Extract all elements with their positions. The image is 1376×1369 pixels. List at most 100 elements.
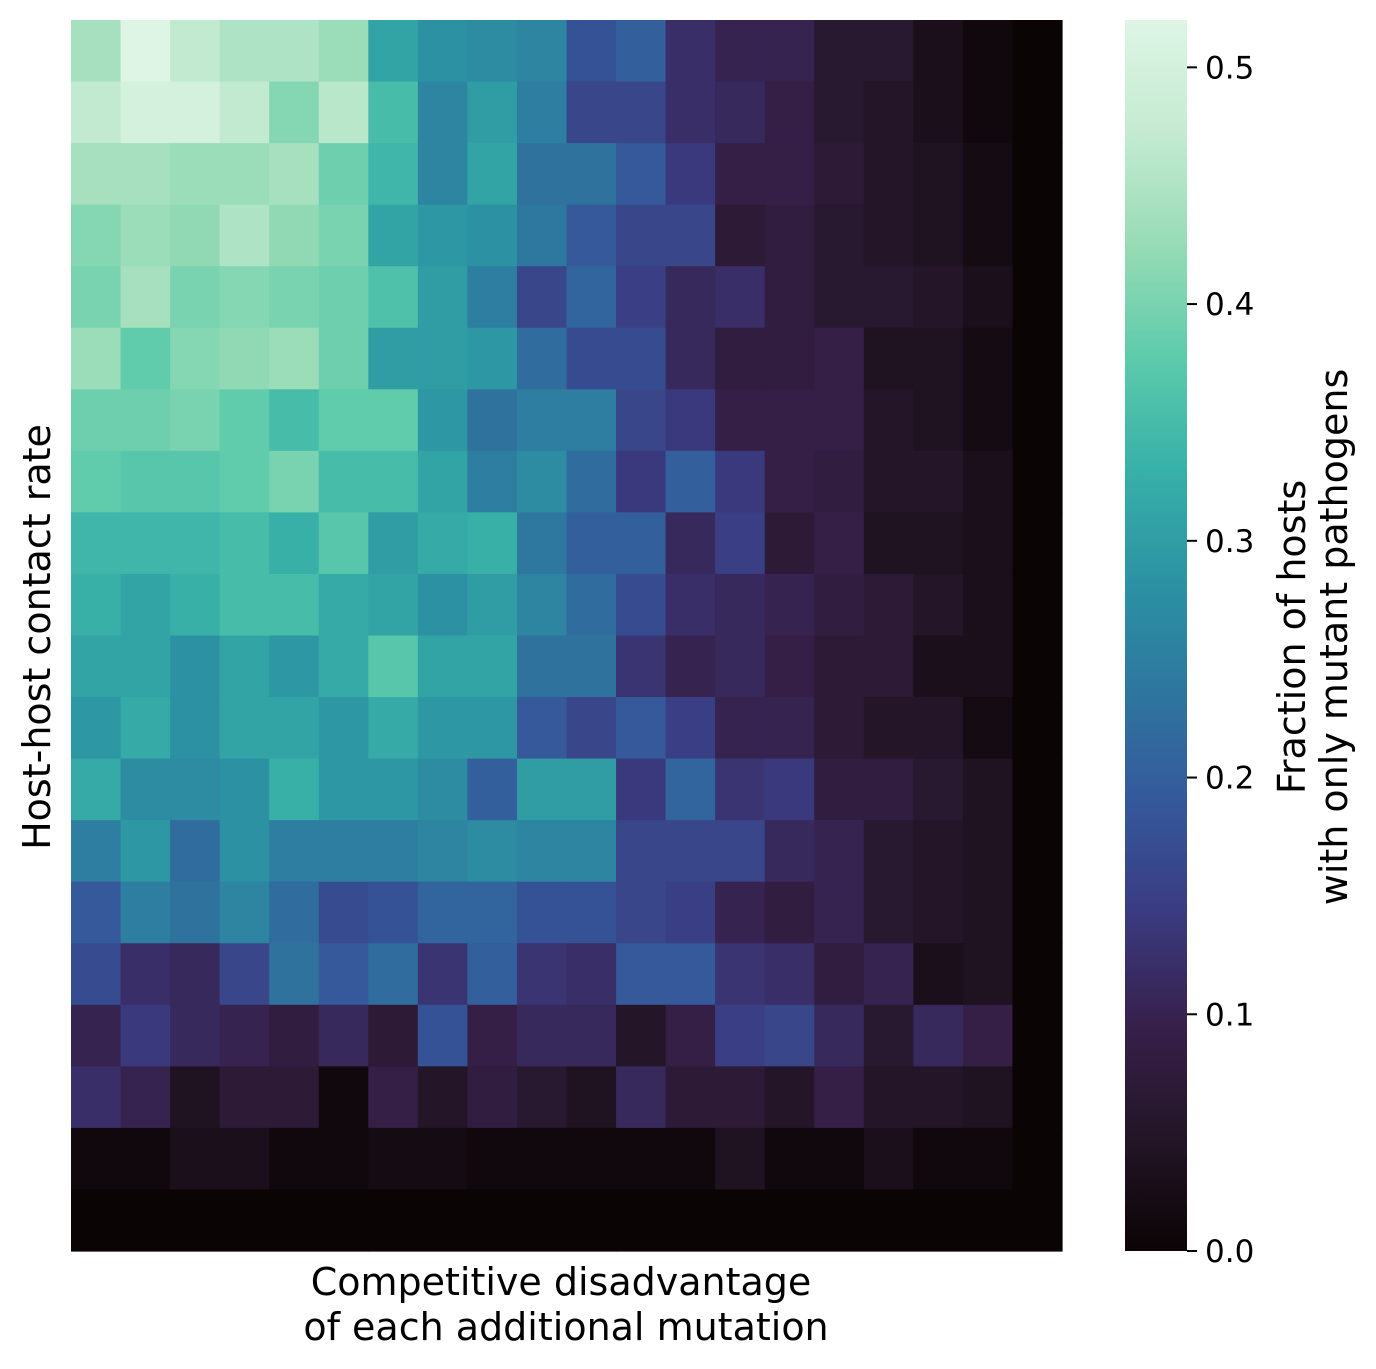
heatmap-cell xyxy=(467,512,518,575)
heatmap-cell xyxy=(814,1189,865,1252)
heatmap-cell xyxy=(170,697,221,760)
x-axis-label-line1: Competitive disadvantage xyxy=(311,1260,812,1304)
heatmap-cell xyxy=(170,820,221,883)
heatmap-cell xyxy=(764,820,815,883)
heatmap-cell xyxy=(764,943,815,1006)
heatmap-cell xyxy=(665,1004,716,1067)
heatmap-cell xyxy=(913,881,964,944)
heatmap-cell xyxy=(71,81,122,144)
heatmap-cell xyxy=(863,635,914,698)
heatmap-cell xyxy=(516,758,568,821)
heatmap-cell xyxy=(814,943,865,1006)
heatmap-cell xyxy=(863,266,914,329)
heatmap-cell xyxy=(566,1127,617,1191)
heatmap-cell xyxy=(665,635,716,698)
heatmap-cell xyxy=(962,1066,1014,1129)
heatmap-cell xyxy=(665,573,716,637)
heatmap-cell xyxy=(120,1127,171,1191)
heatmap-cell xyxy=(764,266,815,329)
heatmap-cell xyxy=(219,327,270,390)
heatmap-cell xyxy=(368,697,419,760)
y-axis-label: Host-host contact rate xyxy=(15,424,59,850)
heatmap-cell xyxy=(170,143,221,206)
heatmap-cell xyxy=(913,1127,964,1191)
heatmap-cell xyxy=(368,573,419,637)
heatmap-cell xyxy=(318,389,369,452)
heatmap-cell xyxy=(962,758,1014,821)
heatmap-cell xyxy=(566,881,617,944)
heatmap-cell xyxy=(269,389,320,452)
heatmap-cell xyxy=(814,881,865,944)
heatmap-cell xyxy=(516,943,568,1006)
heatmap-cell xyxy=(467,81,518,144)
heatmap-cell xyxy=(219,1189,270,1252)
heatmap-cell xyxy=(814,20,865,83)
heatmap-cell xyxy=(516,389,568,452)
heatmap-cell xyxy=(814,327,865,390)
heatmap-cell xyxy=(863,573,914,637)
heatmap-cell xyxy=(764,1189,815,1252)
heatmap-cell xyxy=(665,450,716,513)
colorbar-tick-label: 0.2 xyxy=(1205,761,1254,797)
heatmap-cell xyxy=(962,327,1014,390)
heatmap-cell xyxy=(467,450,518,513)
heatmap-cell xyxy=(715,512,766,575)
heatmap-cell xyxy=(71,573,122,637)
heatmap-cell xyxy=(120,1189,171,1252)
heatmap-cell xyxy=(170,758,221,821)
heatmap-cell xyxy=(318,943,369,1006)
heatmap-cell xyxy=(863,1127,914,1191)
heatmap-cell xyxy=(516,1066,568,1129)
heatmap-cell xyxy=(269,512,320,575)
heatmap-cell xyxy=(764,881,815,944)
heatmap-cell xyxy=(417,327,468,390)
heatmap-cell xyxy=(120,1066,171,1129)
heatmap-cell xyxy=(665,143,716,206)
heatmap-cell xyxy=(814,389,865,452)
heatmap-cell xyxy=(170,881,221,944)
colorbar-tick-label: 0.1 xyxy=(1205,997,1254,1033)
heatmap-cell xyxy=(913,204,964,267)
heatmap-cell xyxy=(368,266,419,329)
heatmap-cell xyxy=(516,635,568,698)
heatmap-cell xyxy=(368,1189,419,1252)
heatmap-cell xyxy=(170,1004,221,1067)
heatmap-cell xyxy=(566,1004,617,1067)
heatmap-cell xyxy=(616,697,667,760)
heatmap-cell xyxy=(764,635,815,698)
heatmap-cell xyxy=(368,758,419,821)
heatmap-cell xyxy=(219,450,270,513)
heatmap-cell xyxy=(219,143,270,206)
heatmap-cell xyxy=(516,820,568,883)
heatmap-cell xyxy=(219,1004,270,1067)
heatmap-cell xyxy=(71,204,122,267)
heatmap-cell xyxy=(120,697,171,760)
heatmap-cell xyxy=(715,1066,766,1129)
heatmap-cell xyxy=(665,697,716,760)
heatmap-cell xyxy=(616,881,667,944)
heatmap-cell xyxy=(616,1127,667,1191)
heatmap-cell xyxy=(318,266,369,329)
heatmap-cell xyxy=(1012,20,1063,83)
heatmap-cell xyxy=(764,697,815,760)
heatmap-cell xyxy=(269,635,320,698)
heatmap-cell xyxy=(120,573,171,637)
colorbar-tick-label: 0.0 xyxy=(1205,1234,1254,1270)
heatmap-cell xyxy=(467,20,518,83)
heatmap-cell xyxy=(269,881,320,944)
heatmap-cell xyxy=(467,266,518,329)
heatmap-cell xyxy=(1012,512,1063,575)
heatmap-cell xyxy=(120,943,171,1006)
heatmap-cell xyxy=(318,143,369,206)
heatmap-cell xyxy=(120,820,171,883)
heatmap-cell xyxy=(715,204,766,267)
heatmap-cell xyxy=(962,204,1014,267)
heatmap-cell xyxy=(1012,143,1063,206)
heatmap-cell xyxy=(368,327,419,390)
heatmap-cell xyxy=(516,1189,568,1252)
heatmap-cell xyxy=(417,81,468,144)
heatmap-cell xyxy=(715,266,766,329)
heatmap-cell xyxy=(71,1127,122,1191)
heatmap-cell xyxy=(417,1127,468,1191)
heatmap-cell xyxy=(1012,1004,1063,1067)
